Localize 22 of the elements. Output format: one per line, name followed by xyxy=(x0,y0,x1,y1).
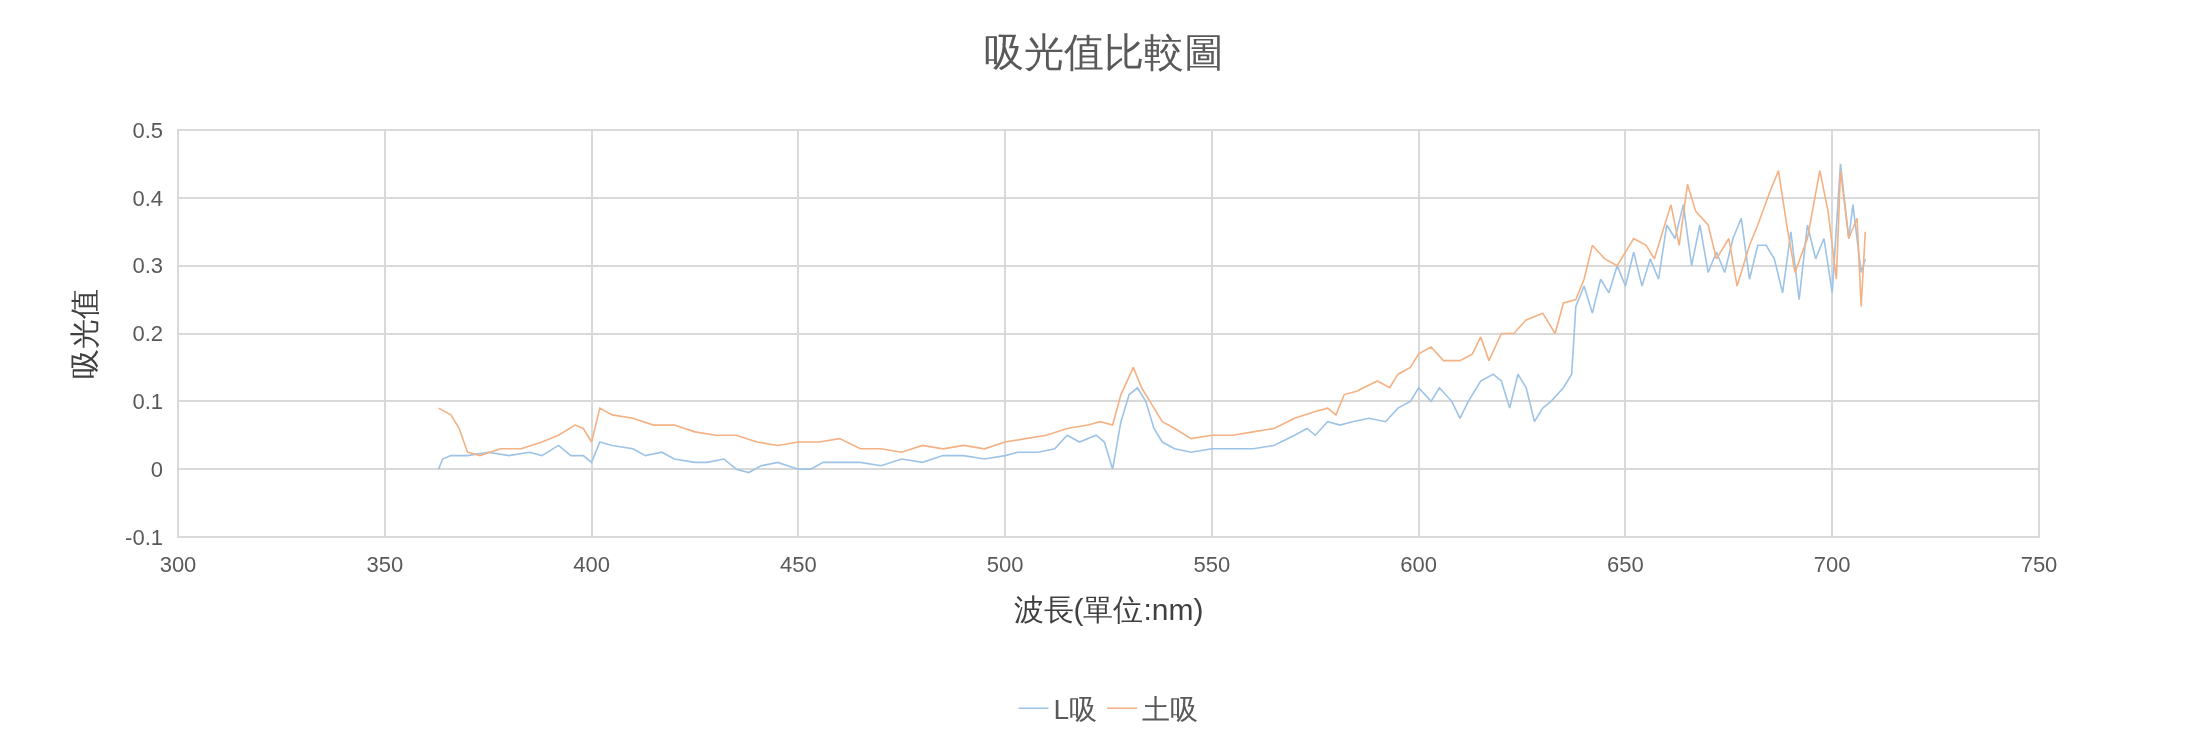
x-tick-label: 350 xyxy=(366,552,404,577)
legend-label: L吸 xyxy=(1053,694,1098,726)
y-tick-label: -0.1 xyxy=(125,524,163,550)
y-axis-title: 吸光值 xyxy=(68,288,102,379)
x-tick-label: 300 xyxy=(159,552,197,577)
legend-label: 土吸 xyxy=(1142,694,1199,726)
x-tick-label: 600 xyxy=(1400,552,1438,577)
x-tick-label: 650 xyxy=(1607,552,1644,577)
x-tick-label: 500 xyxy=(986,552,1024,577)
x-tick-label: 400 xyxy=(573,552,610,577)
x-axis-title: 波長(單位:nm) xyxy=(1013,592,1204,626)
y-tick-label: 0.5 xyxy=(132,117,163,143)
y-tick-label: 0.2 xyxy=(132,321,163,347)
y-tick-label: 0 xyxy=(150,456,163,482)
x-tick-label: 700 xyxy=(1813,552,1851,577)
x-tick-label: 450 xyxy=(779,552,817,577)
chart-title: 吸光值比較圖 xyxy=(984,30,1224,75)
y-tick-label: 0.1 xyxy=(132,389,163,415)
y-tick-label: 0.3 xyxy=(132,253,163,279)
x-tick-label: 550 xyxy=(1193,552,1231,577)
y-tick-label: 0.4 xyxy=(132,185,163,211)
x-tick-label: 750 xyxy=(2020,552,2058,577)
